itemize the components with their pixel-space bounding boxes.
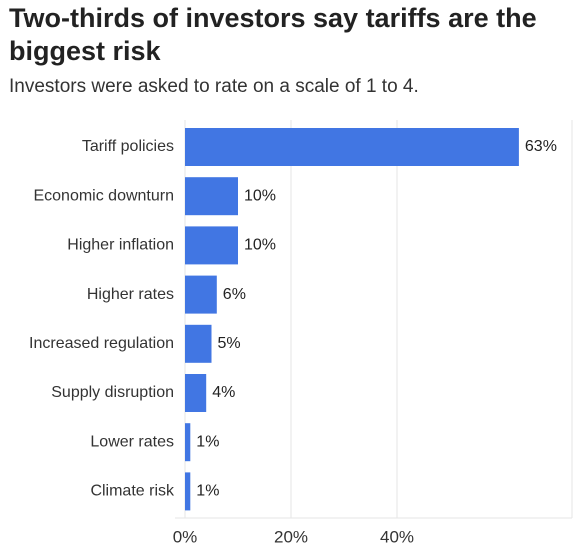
labels: 0% 20% 40% Tariff policies 63% Economic downt…: [29, 138, 557, 546]
bar: [185, 374, 207, 412]
bars: [185, 128, 519, 511]
bar: [185, 423, 191, 462]
bar: [185, 275, 217, 314]
bar: [185, 177, 238, 216]
value-label: 5%: [218, 335, 241, 352]
category-label: Tariff policies: [82, 138, 174, 155]
category-label: Economic downturn: [33, 187, 174, 204]
category-label: Higher inflation: [67, 237, 174, 254]
x-tick-label: 40%: [380, 527, 414, 546]
bar: [185, 226, 238, 265]
value-label: 10%: [244, 237, 276, 254]
value-label: 10%: [244, 187, 276, 204]
value-label: 4%: [212, 384, 235, 401]
value-label: 1%: [196, 433, 219, 450]
category-label: Lower rates: [90, 433, 174, 450]
category-label: Higher rates: [87, 286, 174, 303]
bar: [185, 324, 212, 363]
value-label: 6%: [223, 286, 246, 303]
value-label: 63%: [525, 138, 557, 155]
x-tick-label: 20%: [274, 527, 308, 546]
category-label: Supply disruption: [51, 384, 174, 401]
category-label: Climate risk: [90, 483, 175, 500]
bar: [185, 128, 519, 166]
value-label: 1%: [196, 483, 219, 500]
x-tick-label: 0%: [173, 527, 198, 546]
chart-title: Two-thirds of investors say tariffs are …: [9, 3, 537, 66]
bar: [185, 472, 191, 511]
category-label: Increased regulation: [29, 335, 174, 352]
chart-subtitle: Investors were asked to rate on a scale …: [9, 76, 419, 97]
